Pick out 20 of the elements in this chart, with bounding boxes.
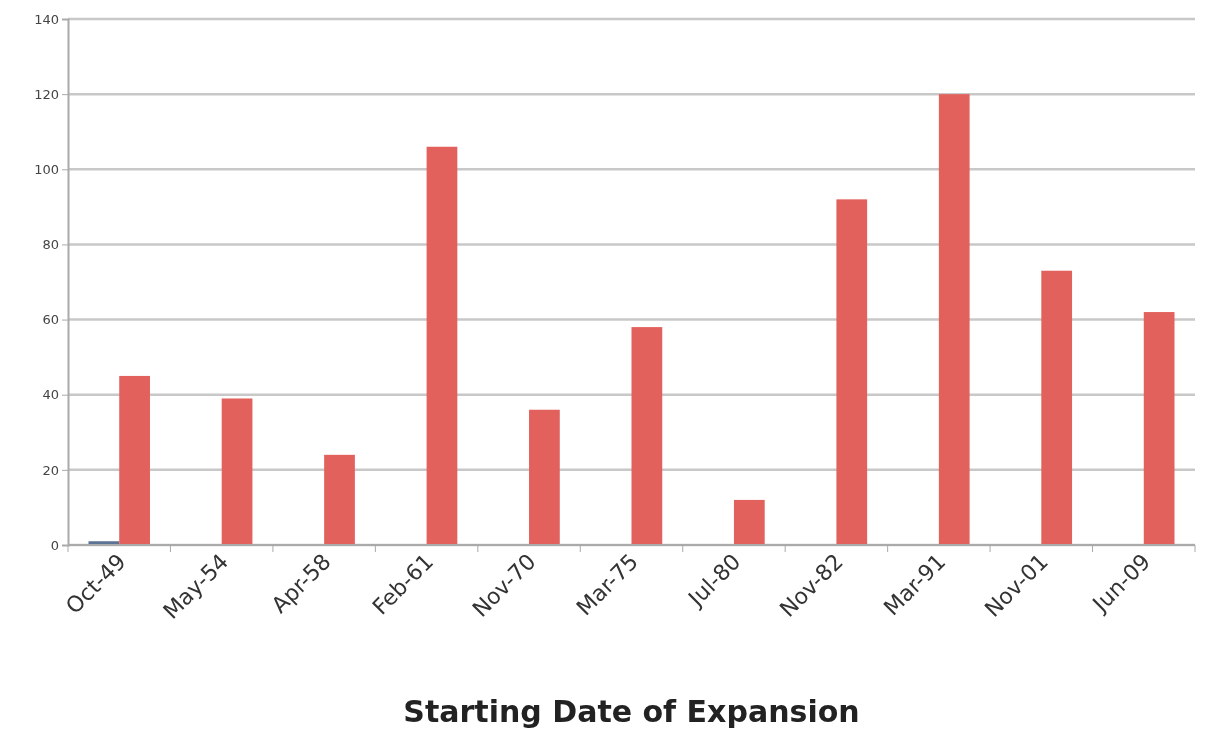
bar [119,375,150,545]
bar [631,327,663,545]
y-tick-label: 120 [34,86,59,102]
y-tick-label: 140 [34,11,59,27]
y-tick-label: 80 [42,237,59,253]
y-tick-label: 60 [42,312,59,328]
y-tick-label: 20 [42,462,59,478]
bar [324,454,355,545]
bar [1041,270,1073,545]
bar [426,146,458,545]
y-tick-label: 40 [42,387,59,403]
y-tick-label: 0 [50,537,59,553]
bar [733,499,765,545]
x-axis-title: Starting Date of Expansion [403,694,860,729]
bar [836,199,868,545]
bar [1143,312,1175,545]
y-tick-label: 100 [34,161,59,177]
bar [529,409,560,545]
bar [938,94,970,545]
bar [221,398,253,545]
